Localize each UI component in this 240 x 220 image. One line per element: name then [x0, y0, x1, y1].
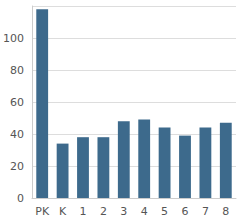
svg-text:20: 20 — [10, 160, 24, 173]
svg-text:100: 100 — [3, 32, 24, 45]
svg-text:60: 60 — [10, 96, 24, 109]
svg-text:3: 3 — [120, 205, 127, 218]
svg-text:5: 5 — [161, 205, 168, 218]
svg-text:4: 4 — [141, 205, 148, 218]
svg-text:PK: PK — [35, 205, 50, 218]
svg-text:40: 40 — [10, 128, 24, 141]
svg-text:2: 2 — [100, 205, 107, 218]
svg-text:8: 8 — [222, 205, 229, 218]
svg-text:K: K — [59, 205, 67, 218]
svg-text:7: 7 — [202, 205, 209, 218]
svg-text:80: 80 — [10, 64, 24, 77]
svg-text:1: 1 — [79, 205, 86, 218]
svg-text:0: 0 — [17, 192, 24, 205]
svg-text:6: 6 — [181, 205, 188, 218]
